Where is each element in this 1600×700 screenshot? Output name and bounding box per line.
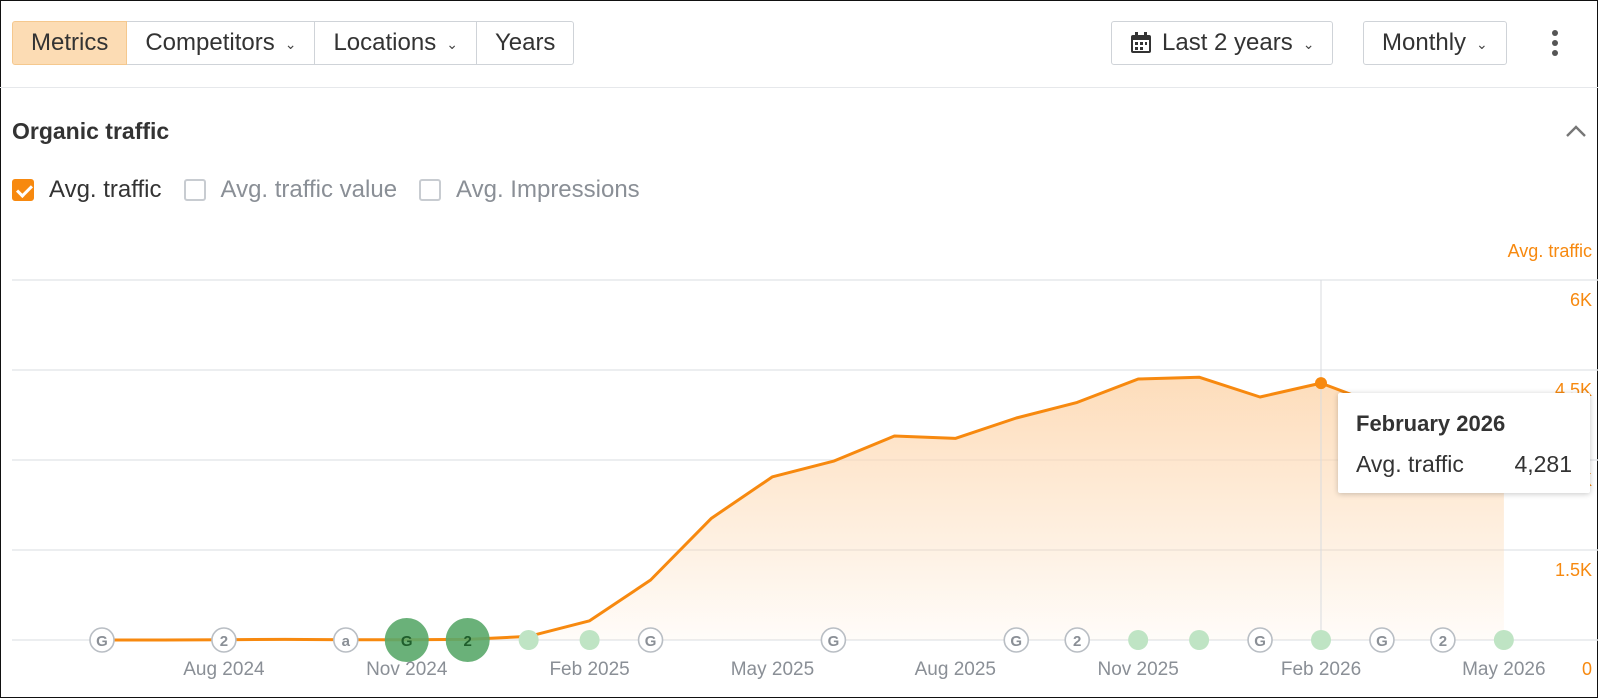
toolbar-divider bbox=[0, 87, 1598, 88]
chevron-down-icon: ⌄ bbox=[1302, 35, 1315, 52]
checkbox-avg-impressions-label: Avg. Impressions bbox=[456, 176, 640, 203]
checkbox-avg-traffic-label: Avg. traffic bbox=[49, 176, 162, 203]
event-marker-outline bbox=[1369, 627, 1395, 653]
x-tick-label: Feb 2025 bbox=[549, 659, 629, 680]
granularity-label: Monthly bbox=[1382, 29, 1467, 56]
tooltip-title: February 2026 bbox=[1356, 411, 1506, 436]
event-marker-outline bbox=[1430, 627, 1456, 653]
y-axis-label: Avg. traffic bbox=[1508, 241, 1592, 261]
date-range-dropdown[interactable]: Last 2 years ⌄ bbox=[1111, 21, 1334, 65]
event-marker-outline bbox=[1003, 627, 1030, 653]
y-tick-label: 6K bbox=[1570, 290, 1592, 310]
tab-metrics-label: Metrics bbox=[31, 29, 109, 56]
date-range-label: Last 2 years bbox=[1162, 29, 1293, 56]
chevron-up-icon[interactable] bbox=[1565, 120, 1587, 142]
tab-competitors-label: Competitors bbox=[145, 29, 275, 56]
event-marker-label: G bbox=[1376, 633, 1388, 650]
checkbox-avg-traffic-value-label: Avg. traffic value bbox=[220, 176, 398, 203]
chevron-down-icon: ⌄ bbox=[284, 35, 297, 52]
kebab-vertical-icon[interactable] bbox=[1549, 30, 1561, 58]
y-tick-label: 1.5K bbox=[1555, 560, 1592, 580]
event-marker-dot bbox=[1311, 630, 1331, 650]
checkbox-unchecked-icon bbox=[419, 179, 442, 201]
chevron-down-icon: ⌄ bbox=[446, 35, 458, 52]
event-marker-large bbox=[384, 618, 429, 662]
tooltip-row: Avg. traffic 4,281 bbox=[1356, 451, 1572, 478]
event-marker-label: 2 bbox=[464, 633, 472, 650]
event-marker-label: G bbox=[401, 633, 413, 650]
checkbox-unchecked-icon bbox=[183, 179, 206, 201]
series-area bbox=[102, 377, 1504, 640]
checkbox-avg-traffic-value[interactable]: Avg. traffic value bbox=[183, 176, 398, 204]
event-marker-label: G bbox=[96, 633, 108, 650]
x-tick-label: Aug 2024 bbox=[183, 659, 265, 680]
tab-metrics[interactable]: Metrics bbox=[12, 21, 128, 65]
section-title: Organic traffic bbox=[12, 118, 170, 144]
event-marker-dot bbox=[1128, 630, 1149, 650]
calendar-icon bbox=[1131, 32, 1151, 53]
y-tick-label: 0 bbox=[1582, 659, 1592, 679]
event-marker-label: G bbox=[1254, 633, 1266, 650]
event-marker-label: G bbox=[645, 633, 657, 650]
event-marker-dot bbox=[579, 630, 600, 650]
x-tick-label: Nov 2024 bbox=[366, 659, 448, 680]
event-marker-outline bbox=[332, 627, 359, 653]
event-marker-outline bbox=[637, 627, 664, 653]
event-marker-outline bbox=[1064, 627, 1090, 653]
event-marker-outline bbox=[89, 627, 115, 653]
event-marker-large bbox=[445, 618, 490, 662]
event-marker-label: G bbox=[1010, 633, 1022, 650]
metric-checkboxes: Avg. traffic Avg. traffic value Avg. Imp… bbox=[12, 176, 662, 204]
x-tick-label: Nov 2025 bbox=[1097, 659, 1178, 680]
event-marker-outline bbox=[1247, 627, 1273, 653]
event-marker-dot bbox=[518, 630, 539, 650]
x-tick-label: Aug 2025 bbox=[915, 659, 996, 680]
tab-years-label: Years bbox=[494, 29, 556, 56]
event-marker-label: 2 bbox=[1073, 633, 1081, 650]
tab-locations[interactable]: Locations ⌄ bbox=[315, 21, 477, 65]
event-marker-label: 2 bbox=[1439, 633, 1447, 650]
event-marker-dot bbox=[1189, 630, 1210, 650]
checkbox-avg-impressions[interactable]: Avg. Impressions bbox=[419, 176, 640, 204]
event-marker-label: G bbox=[828, 633, 840, 650]
event-marker-label: 2 bbox=[220, 633, 228, 650]
tab-years[interactable]: Years bbox=[476, 21, 575, 65]
checkbox-checked-icon bbox=[12, 179, 34, 201]
tab-competitors[interactable]: Competitors ⌄ bbox=[127, 21, 316, 65]
tooltip-label: Avg. traffic bbox=[1356, 451, 1464, 477]
chart-tooltip: February 2026 Avg. traffic 4,281 bbox=[1338, 393, 1590, 493]
checkbox-avg-traffic[interactable]: Avg. traffic bbox=[12, 176, 162, 204]
tooltip-value: 4,281 bbox=[1514, 451, 1572, 477]
event-marker-outline bbox=[820, 627, 847, 653]
x-tick-label: Feb 2026 bbox=[1281, 659, 1361, 680]
hover-point bbox=[1315, 377, 1327, 390]
event-marker-label: a bbox=[342, 633, 351, 650]
event-marker-dot bbox=[1493, 630, 1514, 650]
metric-toolbar: Metrics Competitors ⌄ Locations ⌄ Years bbox=[12, 21, 575, 65]
x-tick-label: May 2026 bbox=[1462, 659, 1545, 680]
chevron-down-icon: ⌄ bbox=[1476, 35, 1488, 52]
event-marker-outline bbox=[211, 627, 237, 653]
granularity-dropdown[interactable]: Monthly ⌄ bbox=[1363, 21, 1507, 65]
tab-locations-label: Locations bbox=[333, 29, 437, 56]
x-tick-label: May 2025 bbox=[731, 659, 814, 680]
